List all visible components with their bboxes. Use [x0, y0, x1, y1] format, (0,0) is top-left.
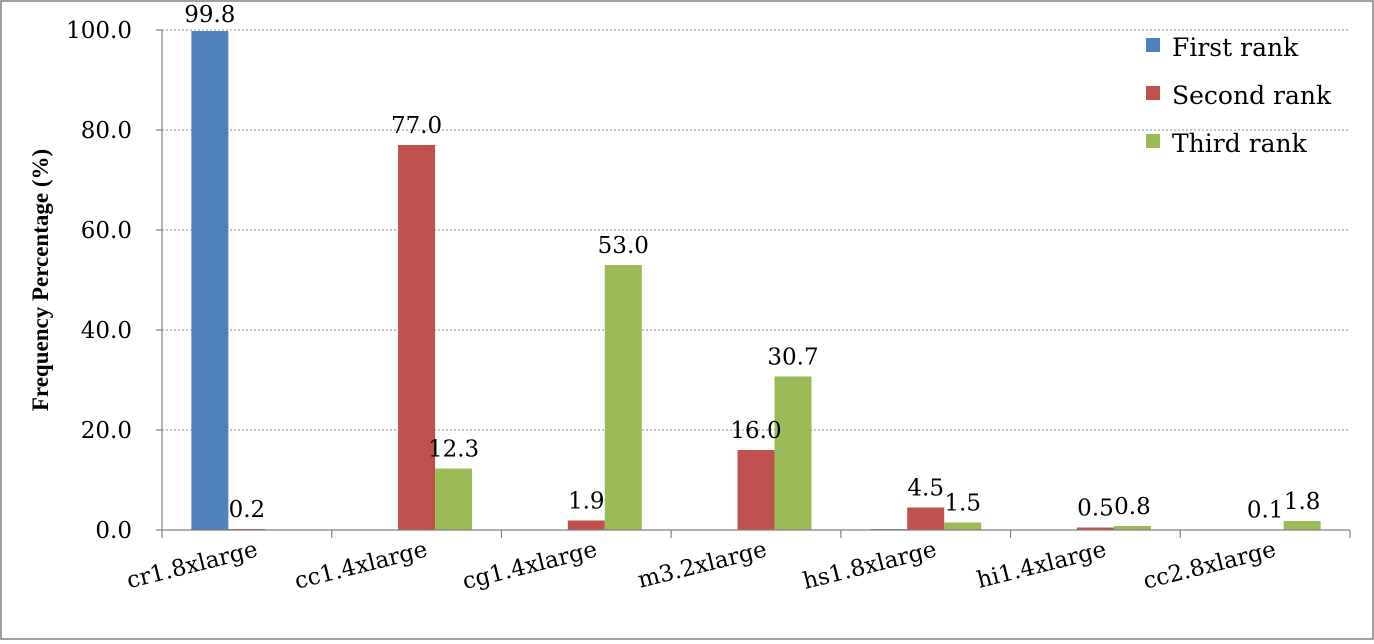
legend-label: First rank [1172, 33, 1299, 62]
data-label: 53.0 [598, 233, 649, 259]
legend-label: Second rank [1172, 81, 1332, 110]
data-label: 1.5 [944, 491, 981, 517]
y-tick-label: 80.0 [81, 118, 132, 144]
data-label: 77.0 [391, 113, 442, 139]
data-labels: 99.80.277.012.31.953.016.030.74.51.5 0.5 0… [184, 2, 1320, 524]
bar-second-rank [907, 507, 945, 530]
data-label: 0.1 [1247, 498, 1284, 524]
legend-swatch [1146, 86, 1160, 100]
y-tick-label: 60.0 [81, 218, 132, 244]
bars [191, 31, 1321, 530]
data-label: 1.9 [568, 489, 605, 515]
bar-first-rank [191, 31, 229, 530]
data-label: 0.5 [1077, 496, 1114, 522]
bar-third-rank [774, 376, 812, 530]
data-label: 12.3 [428, 437, 479, 463]
legend-swatch [1146, 134, 1160, 148]
y-tick-label: 40.0 [81, 318, 132, 344]
bar-second-rank [737, 450, 775, 530]
y-tick-label: 0.0 [95, 518, 132, 544]
axes [161, 30, 1351, 538]
gridlines [162, 29, 1350, 431]
bar-second-rank [398, 145, 436, 530]
data-label: 0.2 [229, 497, 266, 523]
bar-second-rank [567, 520, 605, 530]
legend: First rank Second rank Third rank [1146, 33, 1332, 158]
data-label: 4.5 [907, 476, 944, 502]
data-label: 0.8 [1114, 494, 1151, 520]
legend-label: Third rank [1172, 129, 1308, 158]
bar-second-rank [1076, 527, 1114, 530]
y-tick-label: 20.0 [81, 418, 132, 444]
bar-third-rank [435, 468, 473, 530]
data-label: 16.0 [730, 418, 781, 444]
y-tick-labels: 0.0 20.0 40.0 60.0 80.0 100.0 [66, 18, 162, 544]
y-axis-title: Frequency Percentage (%) [28, 149, 53, 411]
bar-third-rank [1113, 526, 1151, 530]
bar-third-rank [944, 522, 982, 530]
data-label: 30.7 [767, 345, 818, 371]
bar-third-rank [604, 265, 642, 530]
legend-swatch [1146, 38, 1160, 52]
data-label: 1.8 [1284, 489, 1321, 515]
bar-third-rank [1283, 521, 1321, 530]
data-label: 99.8 [184, 2, 235, 28]
y-tick-label: 100.0 [66, 18, 132, 44]
